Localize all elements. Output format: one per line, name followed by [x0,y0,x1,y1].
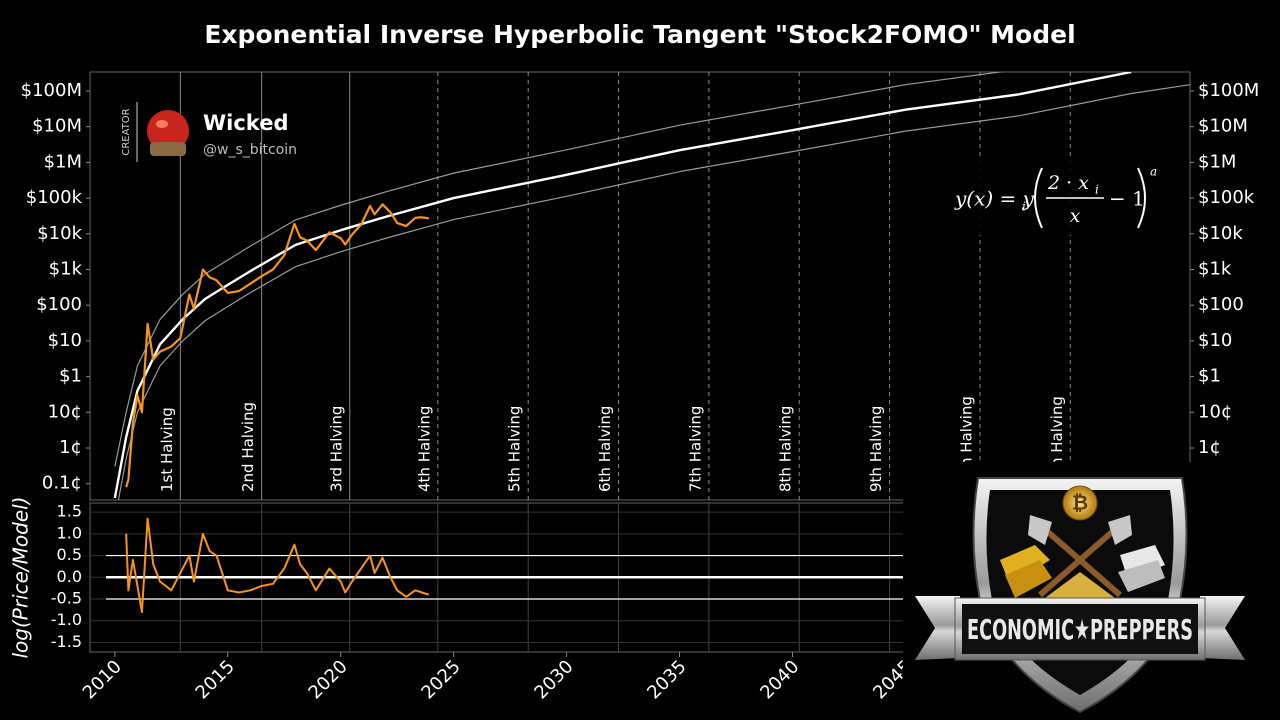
y-tick-label: $10M [32,116,82,137]
y2-tick-label: $1M [1198,151,1236,172]
y-tick-label: 1¢ [59,437,82,458]
halving-label: 4th Halving [415,406,433,492]
halving-label: 9th Halving [867,406,885,492]
halving-label: 7th Halving [686,406,704,492]
axe-handle [1038,522,1122,598]
logo-text: ECONOMIC★PREPPERS [967,613,1193,646]
formula-lhs: y(x) = y [954,187,1035,211]
y2-tick-label: $10M [1198,116,1248,137]
formula-rhs: − 1 [1109,187,1145,211]
halving-label: 8th Halving [777,406,795,492]
y-tick-label: -1.5 [51,632,82,651]
y2-tick-label: 1¢ [1198,437,1221,458]
y2-tick-label: $1k [1198,258,1232,279]
y-tick-label: $100k [26,187,83,208]
y-tick-label: 0.1¢ [42,473,82,494]
avatar [147,110,189,152]
silver-bar [1118,560,1165,592]
axe-head [1028,515,1052,545]
y-tick-label: $1M [44,151,82,172]
formula-numerator: 2 · x [1047,172,1089,194]
halving-label: 1st Halving [158,407,176,492]
creator-badge: CREATOR Wicked @w_s_bitcoin [121,102,297,162]
y-tick-label: 10¢ [48,401,82,422]
coin [1062,485,1098,521]
y-tick-label: $100M [21,80,82,101]
house [1045,572,1115,598]
y-tick-label: $10k [37,223,82,244]
coin-symbol: ₿ [1072,491,1088,515]
y-tick-label: -0.5 [51,589,82,608]
y2-tick-label: $100k [1198,187,1255,208]
y-tick-label: 0.0 [57,567,82,586]
y-tick-label: $10 [48,330,82,351]
formula: y(x) = y i 2 · x i x − 1 a [945,160,1160,235]
formula-sub: i [1022,200,1026,214]
formula-sub: i [1095,183,1099,197]
y2-tick-label: $10 [1198,330,1232,351]
y-tick-label: 1.5 [57,502,82,521]
axe-head [1108,515,1132,545]
y-tick-label: $1k [49,258,83,279]
logo: ₿ ECONOMIC★PREPPERS [903,462,1280,720]
ribbon-inner [962,604,1198,654]
ribbon-end [1200,596,1245,660]
halving-label: 3rd Halving [327,406,345,492]
y-tick-label: 1.0 [57,523,82,542]
avatar-base [150,142,186,156]
halving-label: 5th Halving [506,406,524,492]
top-plot [113,72,1190,500]
y2-tick-label: $10k [1198,223,1243,244]
series-line [125,203,429,488]
plot-frame [89,71,1191,501]
paren [1034,167,1043,229]
halving-label: 6th Halving [596,406,614,492]
y-axis-title: log(Price/Model) [9,496,33,658]
y2-tick-label: 10¢ [1198,401,1232,422]
series-line [125,517,430,614]
badge-handle: @w_s_bitcoin [203,142,297,158]
chart-title: Exponential Inverse Hyperbolic Tangent "… [204,20,1075,49]
paren [1137,167,1146,229]
y2-tick-label: $100M [1198,80,1259,101]
gold-bar [1005,560,1052,598]
series-line [113,72,1132,499]
y2-tick-label: $100 [1198,294,1244,315]
y-tick-label: 0.5 [57,545,82,564]
avatar-shine [156,120,168,128]
formula-exponent: a [1150,165,1157,179]
ribbon-end [915,596,960,660]
badge-tag: CREATOR [121,108,132,155]
y-tick-label: -1.0 [51,610,82,629]
series-line [117,84,1190,500]
formula-denominator: x [1070,205,1081,227]
series-line [114,72,1005,467]
y2-tick-label: $1 [1198,366,1221,387]
y-tick-label: $1 [59,366,82,387]
y-tick-label: $100 [36,294,82,315]
badge-name: Wicked [203,111,289,135]
halving-label: 2nd Halving [239,402,257,492]
